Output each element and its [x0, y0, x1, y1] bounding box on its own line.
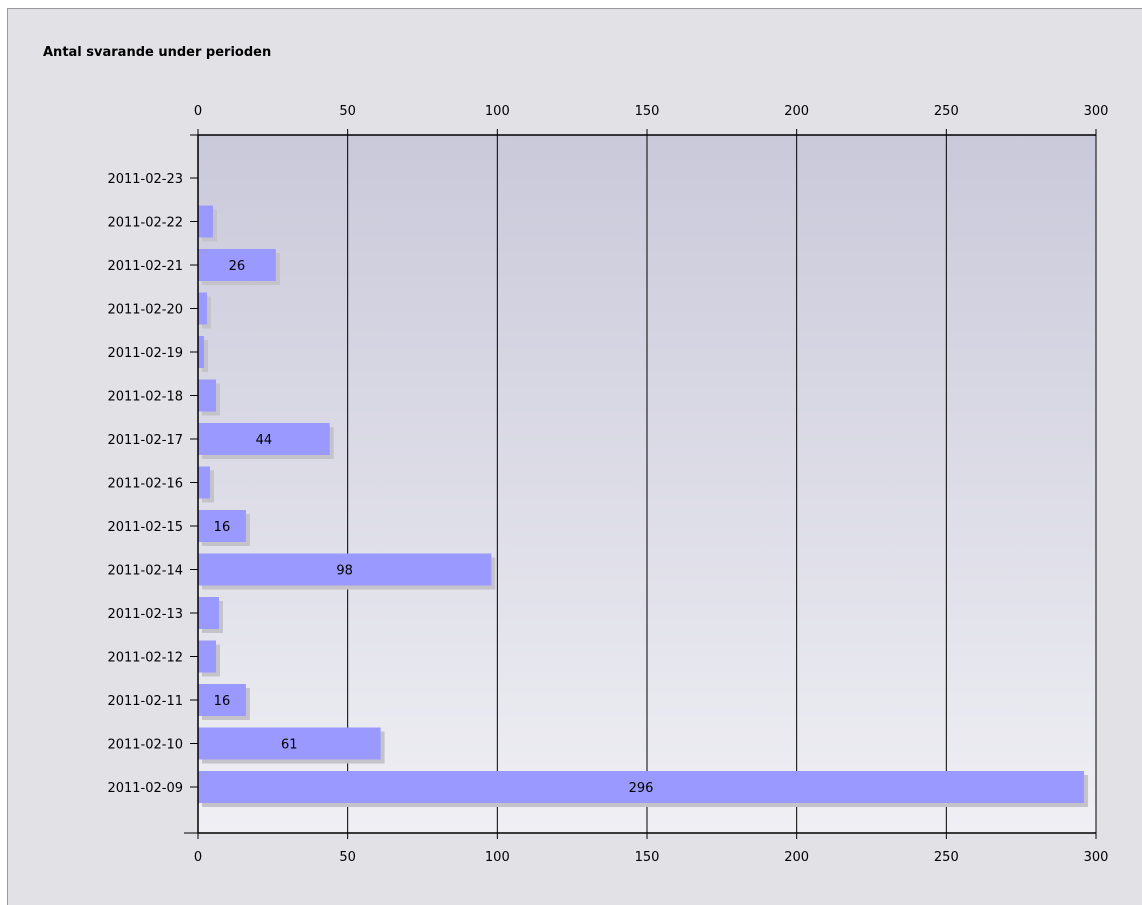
bar-value-label: 296 [629, 781, 654, 796]
bar [198, 336, 204, 368]
x-tick-label-top: 150 [635, 104, 660, 119]
category-label: 2011-02-20 [107, 303, 183, 318]
category-label: 2011-02-12 [107, 651, 183, 666]
bar-value-label: 16 [214, 520, 231, 535]
category-label: 2011-02-23 [107, 172, 183, 187]
category-label: 2011-02-18 [107, 390, 183, 405]
bar [198, 684, 246, 716]
x-tick-label-top: 300 [1084, 104, 1109, 119]
category-label: 2011-02-09 [107, 781, 183, 796]
x-tick-label-bottom: 100 [485, 850, 510, 865]
category-label: 2011-02-16 [107, 477, 183, 492]
bar [198, 640, 216, 673]
category-label: 2011-02-10 [107, 738, 183, 753]
bar [198, 205, 213, 238]
category-label: 2011-02-14 [107, 564, 183, 579]
category-label: 2011-02-17 [107, 433, 183, 448]
bars: 26 44 16 98 16 61 296 [198, 205, 1089, 807]
bar [198, 379, 216, 412]
x-tick-label-top: 50 [339, 104, 356, 119]
bar [198, 771, 1085, 803]
bar [198, 292, 207, 325]
bar [198, 249, 276, 281]
category-label: 2011-02-21 [107, 259, 183, 274]
x-tick-label-top: 250 [934, 104, 959, 119]
bar [198, 553, 492, 586]
bar-value-label: 44 [256, 433, 273, 448]
bar-value-label: 61 [281, 738, 298, 753]
bar [198, 510, 246, 542]
bar [198, 466, 210, 499]
bar-value-label: 26 [229, 259, 246, 274]
x-tick-label-bottom: 0 [194, 850, 202, 865]
bar [198, 423, 330, 455]
category-label: 2011-02-15 [107, 520, 183, 535]
x-tick-label-bottom: 50 [339, 850, 356, 865]
x-tick-label-bottom: 300 [1084, 850, 1109, 865]
x-tick-label-bottom: 250 [934, 850, 959, 865]
grid-lines [347, 135, 1097, 833]
bar-value-label: 16 [214, 694, 231, 709]
bar-shadow [202, 340, 208, 372]
chart-title: Antal svarande under perioden [43, 45, 272, 60]
bar [198, 597, 219, 629]
category-label: 2011-02-11 [107, 694, 183, 709]
axes: 0 0 50 50 100 100 150 150 200 200 250 250 300 300 2011… [107, 104, 1108, 865]
bar-value-label: 98 [336, 564, 353, 579]
category-label: 2011-02-19 [107, 346, 183, 361]
category-label: 2011-02-13 [107, 607, 183, 622]
category-label: 2011-02-22 [107, 216, 183, 231]
bar [198, 727, 381, 760]
x-tick-label-top: 0 [194, 104, 202, 119]
x-tick-label-bottom: 150 [635, 850, 660, 865]
x-tick-label-top: 200 [784, 104, 809, 119]
x-tick-label-bottom: 200 [784, 850, 809, 865]
x-tick-label-top: 100 [485, 104, 510, 119]
